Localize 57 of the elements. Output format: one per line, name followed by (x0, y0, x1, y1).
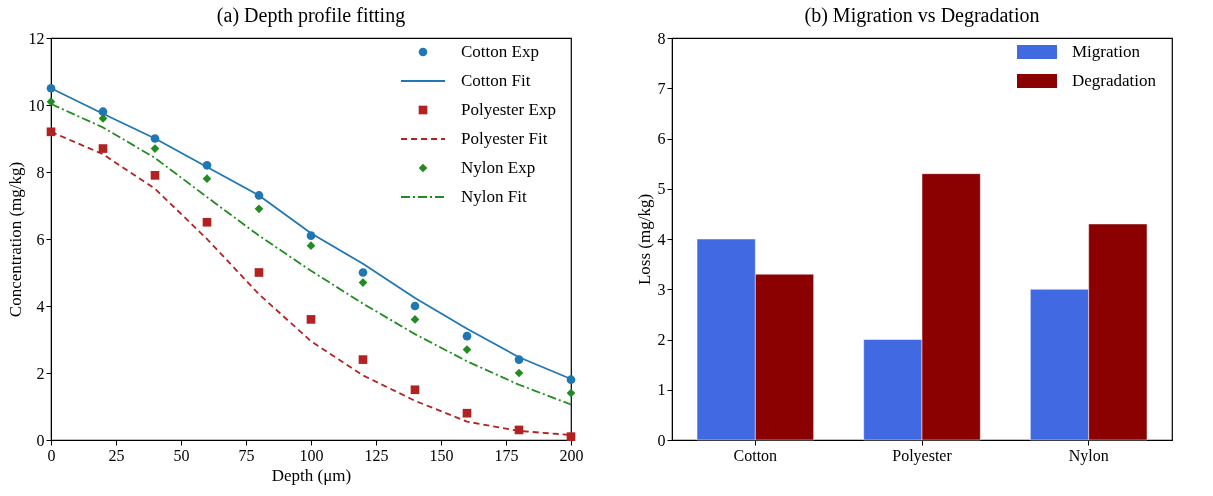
point (202, 217, 212, 227)
legend-label: Migration (1072, 42, 1141, 61)
y-tick-label: 3 (657, 280, 666, 298)
x-tick-label: 50 (173, 446, 190, 464)
point (514, 368, 524, 378)
point (358, 268, 368, 277)
x-tick-label: 125 (364, 446, 389, 464)
legend-label: Cotton Fit (461, 71, 531, 90)
legend-label: Nylon Exp (461, 158, 536, 177)
chart-title: (b) Migration vs Degradation (804, 4, 1040, 27)
x-tick-label: 175 (494, 446, 519, 464)
y-tick-label: 4 (36, 297, 45, 315)
x-tick-label: Polyester (892, 446, 953, 465)
x-tick-label: 150 (429, 446, 454, 464)
x-tick-label: Nylon (1068, 446, 1109, 465)
y-tick-label: 2 (36, 364, 45, 382)
point (306, 315, 316, 324)
y-tick-label: 4 (657, 230, 666, 248)
point (254, 204, 264, 214)
y-tick-label: 0 (36, 431, 45, 449)
point (566, 388, 576, 398)
x-tick-label: 200 (559, 446, 584, 464)
y-tick-label: 6 (657, 130, 666, 147)
y-tick-label: 0 (657, 431, 666, 449)
point (358, 355, 368, 364)
point (202, 174, 212, 184)
legend-label: Nylon Fit (461, 187, 527, 206)
y-tick-label: 7 (657, 79, 666, 97)
point (306, 241, 316, 251)
point (254, 268, 264, 277)
point (410, 385, 420, 395)
point (462, 408, 472, 418)
x-tick-label: 0 (47, 446, 56, 464)
y-tick-label: 1 (657, 381, 666, 399)
x-axis-title: Depth (μm) (271, 465, 352, 485)
x-tick-label: 75 (238, 446, 255, 464)
y-tick-label: 8 (657, 29, 666, 47)
point (98, 144, 108, 153)
legend-label: Cotton Exp (461, 42, 539, 61)
x-tick-label: 25 (108, 446, 125, 464)
x-tick-label: 100 (299, 446, 324, 464)
point (150, 171, 160, 180)
chart-title: (a) Depth profile fitting (216, 4, 406, 27)
y-axis-title: Loss (mg/kg) (634, 193, 654, 286)
y-tick-label: 8 (36, 163, 45, 181)
point (462, 331, 472, 341)
y-tick-label: 10 (28, 96, 45, 114)
legend-label: Degradation (1072, 71, 1157, 90)
legend-label: Polyester Fit (461, 129, 548, 148)
y-tick-label: 5 (657, 180, 666, 198)
y-tick-label: 6 (36, 230, 45, 248)
legend-label: Polyester Exp (461, 100, 556, 119)
y-axis-title: Concentration (mg/kg) (5, 161, 25, 318)
y-tick-label: 2 (657, 331, 666, 348)
x-tick-label: Cotton (733, 446, 778, 464)
y-tick-label: 12 (28, 29, 45, 47)
point (566, 432, 576, 441)
